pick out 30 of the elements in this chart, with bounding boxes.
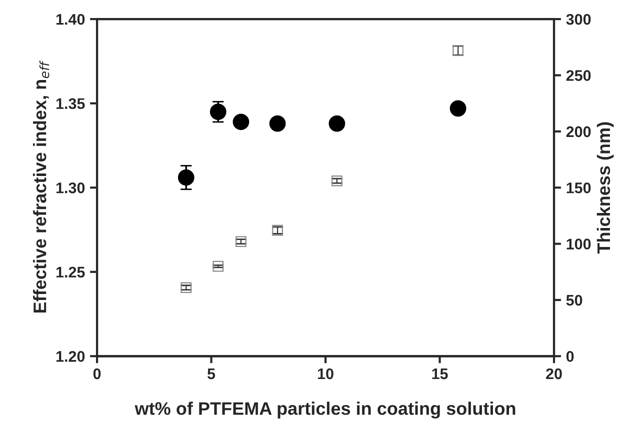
y2-tick-label: 250 (566, 70, 591, 81)
point (450, 100, 466, 117)
y2-tick-label: 200 (566, 126, 591, 138)
y2-tick-label: 300 (566, 14, 591, 25)
x-tick-label: 5 (207, 368, 216, 380)
x-axis-title: wt% of PTFEMA particles in coating solution (134, 402, 516, 419)
point (269, 115, 286, 132)
x-tick-label: 20 (546, 368, 562, 380)
y-tick-label: 1.30 (56, 182, 85, 194)
point (332, 175, 342, 186)
y-tick-label: 1.40 (56, 14, 85, 25)
y2-tick-label: 0 (566, 351, 574, 362)
y-axis-title: Effective refractive index, n$_{eff}$ (33, 60, 50, 313)
y-tick-label: 1.20 (56, 351, 85, 362)
y2-tick-label: 100 (566, 238, 591, 250)
y2-tick-label: 150 (566, 182, 591, 194)
point (232, 114, 250, 130)
y-tick-label: 1.25 (56, 266, 85, 278)
point (236, 236, 246, 247)
point (210, 104, 226, 120)
point (328, 115, 346, 132)
x-tick-label: 0 (93, 368, 101, 380)
x-tick-label: 15 (432, 368, 448, 380)
y-tick-label: 1.35 (56, 98, 85, 110)
y2-tick-label: 50 (566, 294, 582, 306)
point (212, 260, 224, 272)
x-tick-label: 10 (318, 368, 334, 380)
point (178, 169, 194, 186)
point (180, 282, 192, 294)
y2-axis-title: Thickness (nm) (596, 122, 614, 254)
